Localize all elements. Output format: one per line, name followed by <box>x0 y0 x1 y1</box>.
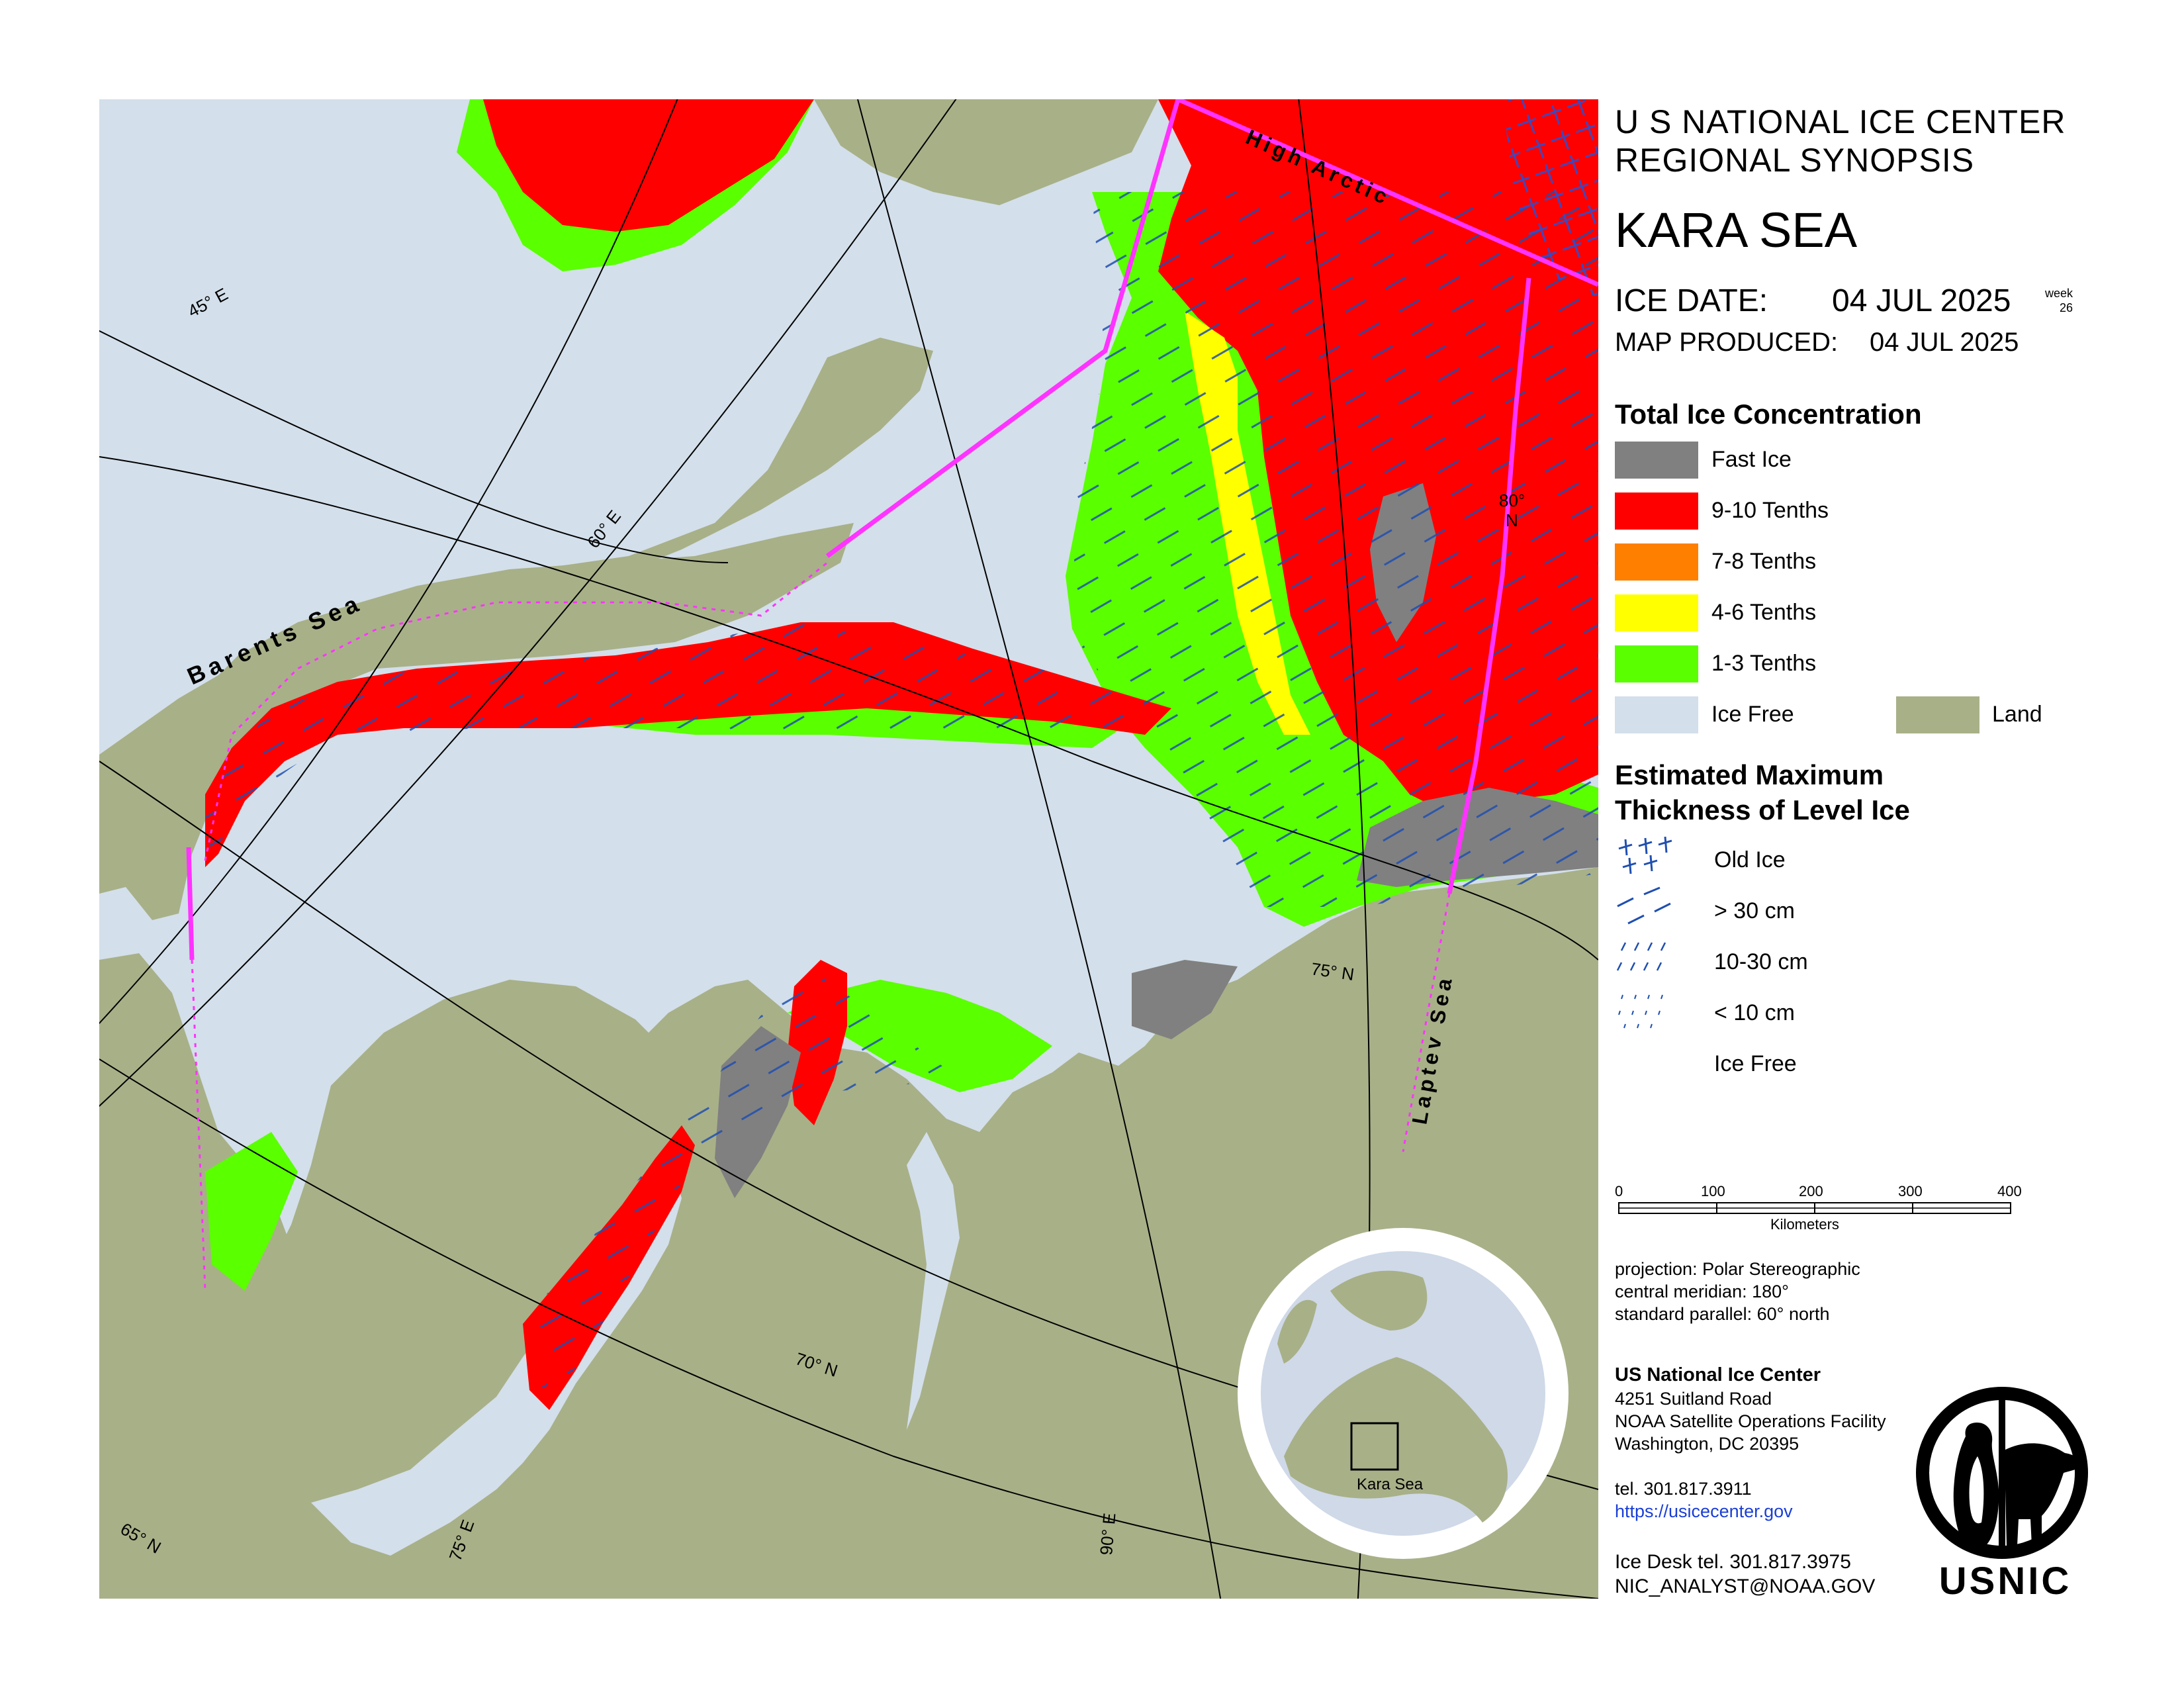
scale-tick-400: 400 <box>1997 1183 2022 1199</box>
legend-over-30cm: > 30 cm <box>1714 898 1795 923</box>
thickness-title-1: Estimated Maximum <box>1615 759 1884 790</box>
legend-under-10cm: < 10 cm <box>1714 1000 1795 1025</box>
bear-icon <box>2005 1443 2083 1546</box>
contact-address1: 4251 Suitland Road <box>1615 1389 1772 1409</box>
scale-tick-0: 0 <box>1615 1183 1623 1199</box>
thickness-title-2: Thickness of Level Ice <box>1615 794 1910 825</box>
legend-fast-ice: Fast Ice <box>1711 447 1792 472</box>
swatch-1-3 <box>1615 645 1698 682</box>
ice-1-3-tenths-yamal <box>205 1132 298 1291</box>
fast-ice-yenisei <box>1132 960 1238 1039</box>
legend-old-ice: Old Ice <box>1714 847 1786 872</box>
dotted-boundaries <box>191 561 1451 1291</box>
logo-text: USNIC <box>1939 1560 2071 1602</box>
ice-date-value: 04 JUL 2025 <box>1832 283 2011 318</box>
contact-address2: NOAA Satellite Operations Facility <box>1615 1411 1886 1431</box>
legend-10-30cm: 10-30 cm <box>1714 949 1808 974</box>
scale-tick-200: 200 <box>1799 1183 1823 1199</box>
swatch-fast-ice <box>1615 442 1698 479</box>
scale-bar: 0 100 200 300 400 Kilometers <box>1615 1183 2022 1233</box>
swatch-9-10 <box>1615 492 1698 530</box>
land-kola <box>99 523 854 920</box>
ice-date-label: ICE DATE: <box>1615 283 1768 318</box>
hatch-over-30cm <box>1072 192 1598 907</box>
legend-ice-free: Ice Free <box>1711 702 1794 727</box>
week-number: 26 <box>2059 301 2073 314</box>
ice-map: Barents Sea High Arctic Laptev Sea 45° E… <box>99 99 1598 1599</box>
projection-line2: central meridian: 180° <box>1615 1282 1789 1301</box>
ice-9-10-ne <box>483 99 814 232</box>
region-boundaries <box>186 99 1598 961</box>
hatch-old-ice <box>1502 99 1598 298</box>
contact-tel: tel. 301.817.3911 <box>1615 1479 1752 1499</box>
swatch-10-30cm <box>1616 942 1666 971</box>
concentration-title: Total Ice Concentration <box>1615 399 1922 430</box>
swatch-under-10cm <box>1618 994 1663 1029</box>
inset-globe: Kara Sea <box>1238 1228 1569 1559</box>
swatch-old-ice <box>1618 836 1672 874</box>
week-label: week <box>2044 287 2073 300</box>
contact-address3: Washington, DC 20395 <box>1615 1434 1799 1454</box>
legend-land: Land <box>1992 702 2042 727</box>
yenisei-gulf <box>907 1132 960 1430</box>
hatch-over-30cm-south <box>523 960 960 1410</box>
hatch-over-30cm-kola <box>205 622 1171 867</box>
legend-4-6: 4-6 Tenths <box>1711 600 1817 625</box>
swatch-7-8 <box>1615 543 1698 581</box>
contact-desk-tel: Ice Desk tel. 301.817.3975 <box>1615 1551 1851 1573</box>
produced-date: 04 JUL 2025 <box>1870 328 2019 357</box>
swatch-over-30cm <box>1617 886 1671 925</box>
label-80n-b: N <box>1506 510 1518 530</box>
swatch-land <box>1896 696 1979 733</box>
scale-tick-300: 300 <box>1898 1183 1923 1199</box>
inset-focus-box <box>1350 1422 1399 1471</box>
usnic-logo: USNIC <box>1916 1387 2088 1602</box>
legend-1-3: 1-3 Tenths <box>1711 651 1817 676</box>
week-block: week 26 <box>2038 286 2073 315</box>
header-synopsis: REGIONAL SYNOPSIS <box>1615 142 1975 179</box>
header-agency: U S NATIONAL ICE CENTER <box>1615 103 2066 140</box>
inset-label: Kara Sea <box>1357 1476 1424 1493</box>
contact-url-link[interactable]: https://usicecenter.gov <box>1615 1501 1793 1521</box>
land-franz-josef <box>814 99 1158 205</box>
projection-line1: projection: Polar Stereographic <box>1615 1259 1860 1279</box>
region-title: KARA SEA <box>1615 203 1858 258</box>
legend-9-10: 9-10 Tenths <box>1711 498 1829 523</box>
scale-tick-100: 100 <box>1701 1183 1725 1199</box>
scale-unit: Kilometers <box>1770 1216 1839 1233</box>
produced-label: MAP PRODUCED: <box>1615 328 1839 357</box>
projection-line3: standard parallel: 60° north <box>1615 1304 1830 1324</box>
label-90e: 90° E <box>1096 1512 1119 1556</box>
legend-panel: U S NATIONAL ICE CENTER REGIONAL SYNOPSI… <box>1615 99 2171 1609</box>
land-yamal <box>245 980 682 1476</box>
land-novaya-zemlya <box>165 338 933 861</box>
legend-thickness-ice-free: Ice Free <box>1714 1051 1797 1076</box>
contact-org: US National Ice Center <box>1615 1364 1821 1385</box>
swatch-ice-free <box>1615 696 1698 733</box>
legend-7-8: 7-8 Tenths <box>1711 549 1817 574</box>
contact-email: NIC_ANALYST@NOAA.GOV <box>1615 1575 1876 1597</box>
label-80n-a: 80° <box>1499 491 1525 510</box>
swatch-4-6 <box>1615 594 1698 632</box>
